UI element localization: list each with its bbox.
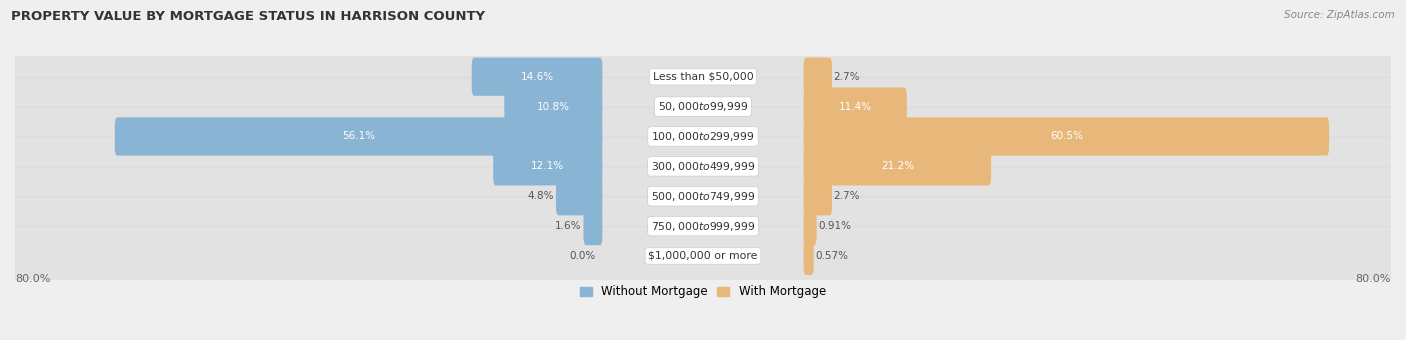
FancyBboxPatch shape — [494, 147, 602, 185]
Text: PROPERTY VALUE BY MORTGAGE STATUS IN HARRISON COUNTY: PROPERTY VALUE BY MORTGAGE STATUS IN HAR… — [11, 10, 485, 23]
FancyBboxPatch shape — [115, 117, 602, 156]
Text: $100,000 to $299,999: $100,000 to $299,999 — [651, 130, 755, 143]
FancyBboxPatch shape — [471, 57, 602, 96]
Text: 0.57%: 0.57% — [815, 251, 848, 261]
FancyBboxPatch shape — [7, 137, 1399, 196]
FancyBboxPatch shape — [804, 237, 814, 275]
FancyBboxPatch shape — [7, 107, 1399, 166]
FancyBboxPatch shape — [7, 167, 1399, 225]
FancyBboxPatch shape — [804, 117, 1329, 156]
FancyBboxPatch shape — [555, 177, 602, 215]
FancyBboxPatch shape — [7, 48, 1399, 106]
Text: $500,000 to $749,999: $500,000 to $749,999 — [651, 190, 755, 203]
FancyBboxPatch shape — [7, 227, 1399, 285]
Text: 60.5%: 60.5% — [1050, 132, 1083, 141]
Text: $50,000 to $99,999: $50,000 to $99,999 — [658, 100, 748, 113]
FancyBboxPatch shape — [804, 177, 832, 215]
Text: 11.4%: 11.4% — [838, 102, 872, 112]
Legend: Without Mortgage, With Mortgage: Without Mortgage, With Mortgage — [575, 280, 831, 303]
Text: $1,000,000 or more: $1,000,000 or more — [648, 251, 758, 261]
FancyBboxPatch shape — [505, 87, 602, 126]
Text: 2.7%: 2.7% — [834, 191, 860, 201]
Text: $300,000 to $499,999: $300,000 to $499,999 — [651, 160, 755, 173]
Text: 10.8%: 10.8% — [537, 102, 569, 112]
Text: 1.6%: 1.6% — [555, 221, 582, 231]
Text: 4.8%: 4.8% — [527, 191, 554, 201]
Text: $750,000 to $999,999: $750,000 to $999,999 — [651, 220, 755, 233]
Text: Source: ZipAtlas.com: Source: ZipAtlas.com — [1284, 10, 1395, 20]
FancyBboxPatch shape — [804, 207, 817, 245]
Text: Less than $50,000: Less than $50,000 — [652, 72, 754, 82]
Text: 21.2%: 21.2% — [880, 162, 914, 171]
Text: 2.7%: 2.7% — [834, 72, 860, 82]
Text: 56.1%: 56.1% — [342, 132, 375, 141]
FancyBboxPatch shape — [804, 57, 832, 96]
Text: 0.91%: 0.91% — [818, 221, 851, 231]
FancyBboxPatch shape — [804, 147, 991, 185]
FancyBboxPatch shape — [804, 87, 907, 126]
Text: 80.0%: 80.0% — [15, 274, 51, 284]
FancyBboxPatch shape — [583, 207, 602, 245]
Text: 14.6%: 14.6% — [520, 72, 554, 82]
Text: 0.0%: 0.0% — [569, 251, 596, 261]
FancyBboxPatch shape — [7, 77, 1399, 136]
Text: 12.1%: 12.1% — [531, 162, 564, 171]
Text: 80.0%: 80.0% — [1355, 274, 1391, 284]
FancyBboxPatch shape — [7, 197, 1399, 255]
